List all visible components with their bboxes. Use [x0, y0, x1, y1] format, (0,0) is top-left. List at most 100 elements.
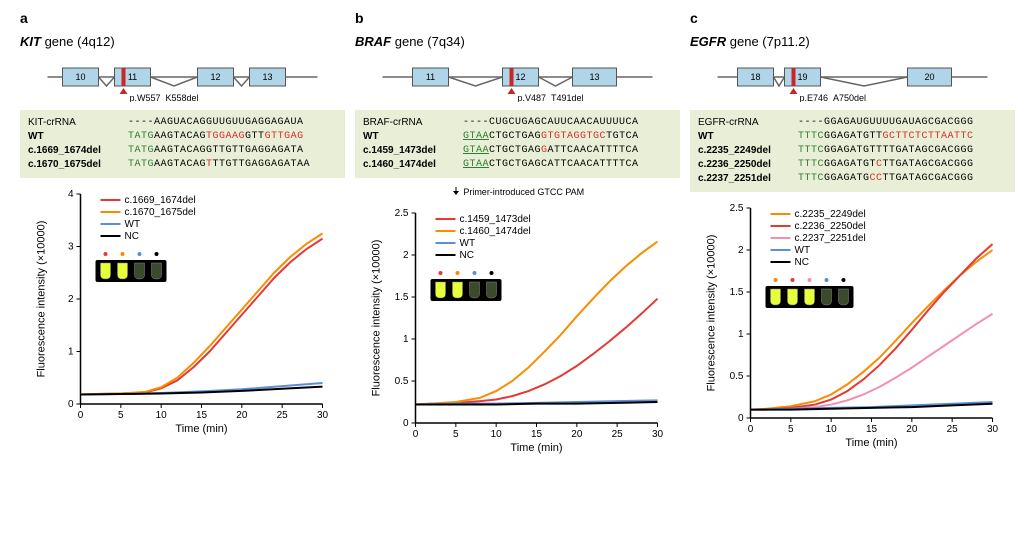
svg-text:c.1459_1473del: c.1459_1473del: [460, 214, 531, 225]
svg-text:Fluorescence intensity (×10000: Fluorescence intensity (×10000): [706, 235, 718, 392]
svg-text:0: 0: [78, 410, 84, 421]
svg-text:19: 19: [797, 72, 807, 82]
seq-row-label: c.2236_2250del: [698, 158, 798, 172]
panel-a: aKIT gene (4q12)10111213p.W557_K558delKI…: [20, 10, 345, 455]
svg-text:p.E746_A750del: p.E746_A750del: [800, 93, 867, 102]
svg-text:NC: NC: [125, 231, 139, 242]
svg-text:1.5: 1.5: [395, 292, 409, 303]
svg-text:2.5: 2.5: [395, 208, 409, 219]
svg-text:1: 1: [403, 334, 409, 345]
seq-row-label: c.1670_1675del: [28, 158, 128, 172]
svg-text:10: 10: [491, 429, 503, 440]
svg-text:10: 10: [75, 72, 85, 82]
pam-note: Primer-introduced GTCC PAM: [355, 187, 680, 197]
svg-text:10: 10: [156, 410, 168, 421]
seq-row-label: c.1459_1473del: [363, 144, 463, 158]
svg-text:13: 13: [262, 72, 272, 82]
gene-title: BRAF gene (7q34): [355, 34, 680, 49]
svg-text:0.5: 0.5: [730, 371, 744, 382]
svg-text:10: 10: [826, 424, 838, 435]
seq-row-label: WT: [28, 130, 128, 144]
panel-label: c: [690, 10, 1015, 26]
sequence-block: KIT-crRNA----AAGUACAGGUUGUUGAGGAGAUAWTTA…: [20, 110, 345, 178]
svg-text:Time (min): Time (min): [845, 437, 897, 449]
seq-row-label: c.2235_2249del: [698, 144, 798, 158]
svg-text:NC: NC: [460, 250, 474, 261]
svg-text:4: 4: [68, 189, 74, 200]
seq-row-label: c.2237_2251del: [698, 172, 798, 186]
svg-text:0: 0: [413, 429, 419, 440]
svg-text:0: 0: [738, 413, 744, 424]
svg-text:5: 5: [453, 429, 459, 440]
svg-text:30: 30: [652, 429, 664, 440]
svg-text:p.V487_T491del: p.V487_T491del: [518, 93, 584, 102]
svg-text:15: 15: [196, 410, 208, 421]
svg-text:20: 20: [236, 410, 248, 421]
svg-text:5: 5: [118, 410, 124, 421]
svg-text:Time (min): Time (min): [510, 442, 562, 454]
fluorescence-chart: 05101520253000.511.522.5c.2235_2249delc.…: [690, 200, 1015, 450]
svg-text:p.W557_K558del: p.W557_K558del: [130, 93, 199, 102]
svg-text:0: 0: [68, 399, 74, 410]
svg-text:Time (min): Time (min): [175, 423, 227, 435]
seq-row-label: EGFR-crRNA: [698, 116, 798, 130]
svg-text:c.2237_2251del: c.2237_2251del: [795, 233, 866, 244]
panel-label: a: [20, 10, 345, 26]
svg-text:2: 2: [68, 294, 74, 305]
svg-text:2: 2: [403, 250, 409, 261]
svg-text:0.5: 0.5: [395, 376, 409, 387]
svg-text:WT: WT: [460, 238, 476, 249]
svg-text:WT: WT: [125, 219, 141, 230]
svg-text:c.1670_1675del: c.1670_1675del: [125, 207, 196, 218]
svg-text:18: 18: [750, 72, 760, 82]
svg-text:25: 25: [947, 424, 959, 435]
panel-label: b: [355, 10, 680, 26]
svg-text:0: 0: [748, 424, 754, 435]
seq-row-label: BRAF-crRNA: [363, 116, 463, 130]
seq-row-label: c.1669_1674del: [28, 144, 128, 158]
svg-text:0: 0: [403, 418, 409, 429]
exon-diagram: 11 12 13 p.V487_T491del: [355, 57, 680, 102]
svg-text:c.1460_1474del: c.1460_1474del: [460, 226, 531, 237]
panel-c: cEGFR gene (7p11.2)181920p.E746_A750delE…: [690, 10, 1015, 455]
svg-text:c.1669_1674del: c.1669_1674del: [125, 195, 196, 206]
svg-text:c.2236_2250del: c.2236_2250del: [795, 221, 866, 232]
svg-text:15: 15: [531, 429, 543, 440]
svg-text:11: 11: [128, 72, 137, 82]
seq-row-label: KIT-crRNA: [28, 116, 128, 130]
svg-text:13: 13: [589, 72, 599, 82]
seq-row-label: WT: [698, 130, 798, 144]
fluorescence-chart: 0 5 10 15 20 25 30 0 1 2 3 4 c.1669_1674delc.1670_16…: [20, 186, 345, 436]
fluorescence-chart: 0 5 10 15 20 25 30 0 0.5 1 1.5 2 2.5 c.1459_1473delc.…: [355, 205, 680, 455]
svg-text:c.2235_2249del: c.2235_2249del: [795, 209, 866, 220]
svg-text:12: 12: [210, 72, 220, 82]
exon-diagram: 10 11 12 13 p.W557_K558del: [20, 57, 345, 102]
svg-text:Fluorescence intensity (×10000: Fluorescence intensity (×10000): [371, 240, 383, 397]
svg-text:Fluorescence intensity (×10000: Fluorescence intensity (×10000): [36, 221, 48, 378]
svg-text:20: 20: [906, 424, 918, 435]
svg-text:12: 12: [515, 72, 525, 82]
svg-text:20: 20: [924, 72, 934, 82]
svg-text:30: 30: [987, 424, 999, 435]
svg-text:3: 3: [68, 242, 74, 253]
gene-title: KIT gene (4q12): [20, 34, 345, 49]
gene-title: EGFR gene (7p11.2): [690, 34, 1015, 49]
svg-text:30: 30: [317, 410, 329, 421]
svg-text:1: 1: [738, 329, 744, 340]
svg-text:25: 25: [612, 429, 624, 440]
svg-text:1: 1: [68, 347, 74, 358]
seq-row-label: c.1460_1474del: [363, 158, 463, 172]
panel-b: bBRAF gene (7q34)111213p.V487_T491delBRA…: [355, 10, 680, 455]
exon-diagram: 18 19 20 p.E746_A750del: [690, 57, 1015, 102]
svg-text:WT: WT: [795, 245, 811, 256]
svg-text:15: 15: [866, 424, 878, 435]
svg-text:5: 5: [788, 424, 794, 435]
svg-text:1.5: 1.5: [730, 287, 744, 298]
svg-text:20: 20: [571, 429, 583, 440]
svg-text:11: 11: [426, 72, 435, 82]
svg-text:NC: NC: [795, 257, 809, 268]
sequence-block: EGFR-crRNA----GGAGAUGUUUUGAUAGCGACGGGWTT…: [690, 110, 1015, 192]
svg-text:25: 25: [277, 410, 289, 421]
svg-text:2: 2: [738, 245, 744, 256]
seq-row-label: WT: [363, 130, 463, 144]
